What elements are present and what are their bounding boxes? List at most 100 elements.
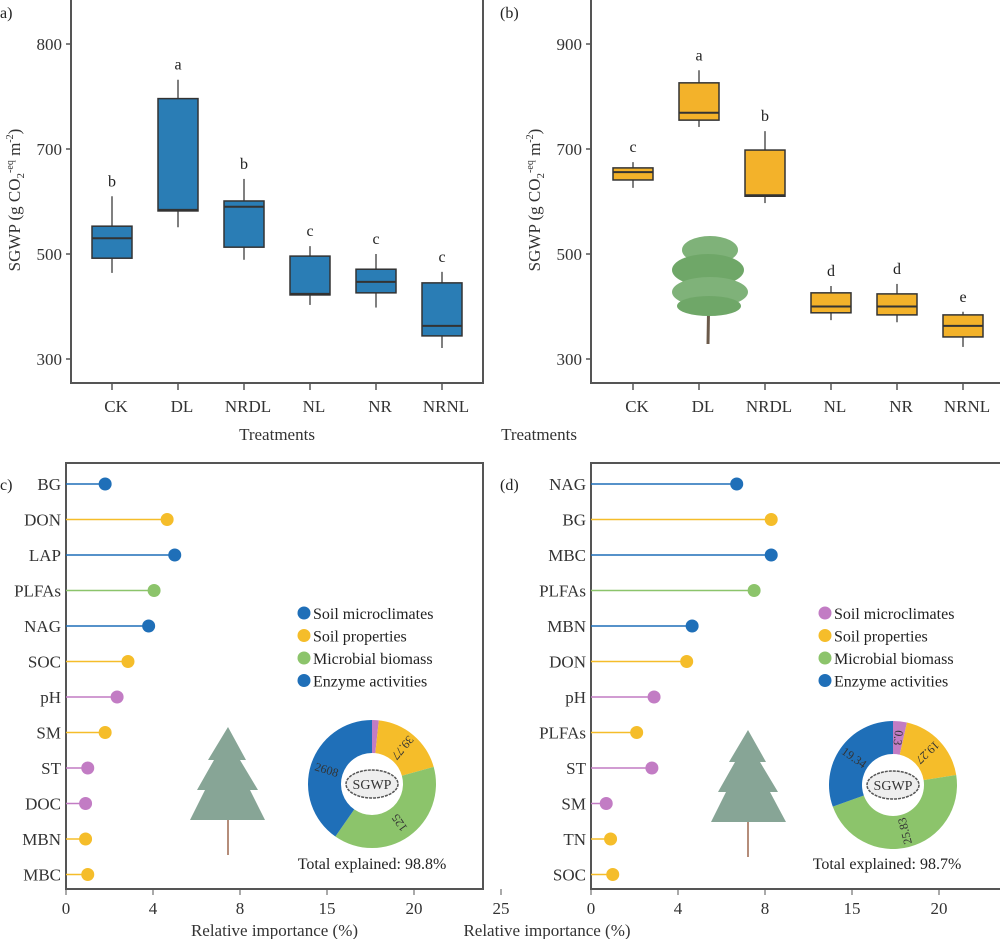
lollipop-point [764, 548, 778, 562]
box-iqr [744, 149, 786, 198]
significance-letter: e [959, 289, 966, 306]
y-axis-title-sup1: -eq [5, 160, 16, 173]
lollipop-point [147, 584, 161, 597]
donut-segment [899, 722, 957, 781]
lollipop-point [142, 619, 156, 633]
y-axis-title-main: SGWP (g CO [525, 178, 544, 271]
y-axis-title-sup2: -2 [525, 134, 536, 142]
x-tick-label: CK [104, 397, 128, 416]
x-tick-label: NRDL [225, 397, 271, 416]
lollipop-point [604, 832, 618, 846]
x-tick-label: NL [824, 397, 847, 416]
y-tick-label: 300 [37, 350, 63, 369]
y-category-label: TN [563, 830, 586, 849]
x-tick-label: DL [171, 397, 194, 416]
x-tick-label: NRDL [746, 397, 792, 416]
significance-letter: a [174, 57, 181, 74]
legend-label: Microbial biomass [313, 651, 433, 668]
y-axis-title-sup1: -eq [525, 160, 536, 173]
y-category-label: DON [549, 653, 586, 672]
panel-label: c) [0, 477, 12, 494]
lollipop-point [79, 797, 93, 810]
legend-marker [818, 674, 832, 687]
x-tick-label: NR [889, 397, 913, 416]
lollipop-point [168, 548, 182, 562]
significance-letter: c [306, 223, 313, 240]
lollipop-point [98, 726, 112, 739]
x-tick-label: NL [303, 397, 326, 416]
x-tick-label: 0 [587, 899, 596, 918]
y-category-label: BG [37, 475, 61, 494]
y-category-label: SOC [553, 866, 586, 885]
cloud-icon [345, 769, 399, 799]
donut-segment [308, 720, 372, 837]
significance-letter: b [761, 108, 769, 125]
y-category-label: PLFAs [14, 582, 61, 601]
lollipop-point [98, 477, 112, 491]
x-tick-label: 8 [236, 899, 245, 918]
legend-label: Soil properties [313, 629, 407, 646]
x-tick-label: 8 [761, 899, 770, 918]
total-explained: Total explained: 98.7% [813, 856, 962, 873]
significance-letter: c [438, 249, 445, 266]
lollipop-point [730, 477, 744, 491]
legend-marker [818, 629, 832, 642]
y-tick-label: 700 [37, 140, 63, 159]
y-tick-label: 700 [557, 140, 583, 159]
box-iqr [810, 292, 852, 314]
y-category-label: MBC [23, 866, 61, 885]
donut-segment [893, 721, 907, 755]
donut-segment [335, 766, 436, 848]
legend-marker [297, 606, 311, 620]
y-category-label: DON [24, 511, 61, 530]
lollipop-point [81, 761, 95, 775]
x-tick-label: 15 [844, 899, 861, 918]
x-tick-label: 4 [149, 899, 158, 918]
x-tick-label: 25 [493, 899, 510, 918]
significance-letter: c [372, 231, 379, 248]
donut-segment [375, 720, 434, 776]
lollipop-point [680, 655, 694, 668]
y-tick-label: 500 [37, 245, 63, 264]
legend-marker [297, 651, 311, 665]
panel-label: (b) [500, 5, 519, 22]
x-tick-label: 4 [674, 899, 683, 918]
legend-label: Enzyme activities [313, 674, 427, 691]
deciduous-tree-icon [672, 236, 748, 345]
y-axis-title-sup2: -2 [5, 134, 16, 142]
box-iqr [289, 255, 331, 296]
x-tick-label: DL [692, 397, 715, 416]
significance-letter: c [629, 139, 636, 156]
lollipop-point [630, 726, 644, 739]
y-category-label: SOC [28, 653, 61, 672]
y-category-label: PLFAs [539, 582, 586, 601]
total-explained: Total explained: 98.8% [298, 856, 447, 873]
pine-tree-c-icon [190, 727, 265, 855]
donut-segment [829, 721, 893, 807]
x-tick-label: NRNL [944, 397, 990, 416]
significance-letter: a [695, 47, 702, 64]
plot-frame [65, 462, 484, 890]
y-category-label: SM [561, 795, 586, 814]
x-axis-title: Treatments [501, 425, 577, 444]
y-tick-label: 800 [37, 35, 63, 54]
lollipop-point [606, 868, 620, 881]
boxplot-panel-a: a) 300 500 700 800 SGWP (g CO2-eq m-2) CK b DL a N… [0, 0, 484, 444]
plot-frame [590, 462, 1000, 890]
y-category-label: MBC [548, 546, 586, 565]
y-tick-label: 500 [557, 245, 583, 264]
significance-letter: b [108, 173, 116, 190]
significance-letter: d [893, 261, 901, 278]
lollipop-point [685, 619, 699, 633]
donut-segment [832, 774, 957, 849]
y-axis-title-sub: 2 [15, 173, 27, 179]
lollipop-point [647, 690, 661, 704]
panel-label: (d) [500, 477, 519, 494]
y-category-label: DOC [25, 795, 61, 814]
y-axis-title-sub: 2 [535, 173, 547, 179]
significance-letter: d [827, 263, 835, 280]
y-axis-title: SGWP (g CO2-eq m-2) [525, 129, 547, 272]
donut-segment [372, 720, 379, 754]
legend-marker [818, 606, 832, 620]
boxplot-panel-b: (b) 300 500 700 900 SGWP (g CO2-eq m-2) CK c DL a… [500, 0, 1000, 444]
